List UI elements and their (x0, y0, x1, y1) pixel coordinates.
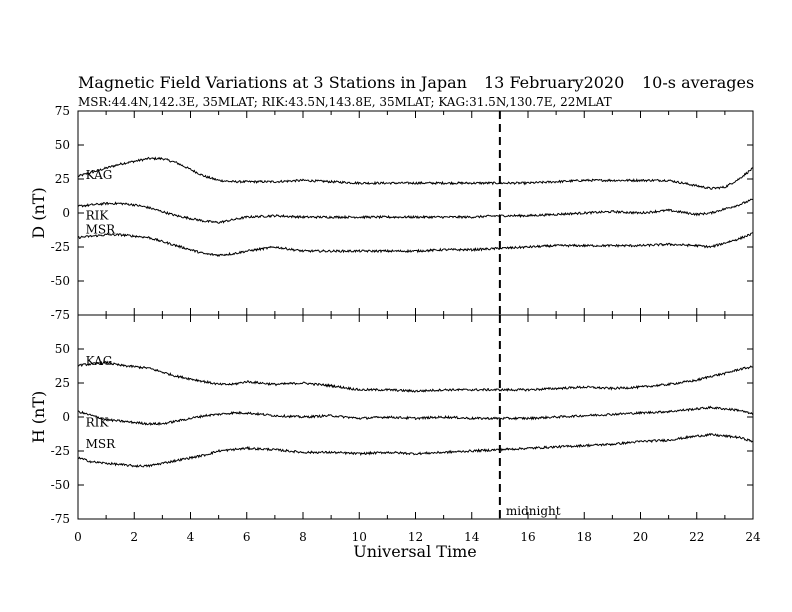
x-tick-label: 16 (520, 530, 535, 544)
x-tick-label: 14 (464, 530, 480, 544)
x-tick-label: 20 (633, 530, 648, 544)
h-y-tick-label: -25 (51, 444, 70, 458)
h-series-labels: KAG RIK MSR (86, 354, 117, 451)
station-coordinates: MSR:44.4N,142.3E, 35MLAT; RIK:43.5N,143.… (78, 95, 612, 109)
d-series-label-kag: KAG (86, 168, 113, 182)
h-y-axis: 50 25 0 -25 -50 -75 (51, 315, 754, 526)
x-tick-label: 6 (243, 530, 251, 544)
d-panel-frame (77, 110, 754, 316)
d-y-tick-label: -50 (51, 274, 70, 288)
h-axis-label: H (nT) (29, 391, 48, 444)
d-y-tick-label: 0 (62, 206, 70, 220)
d-y-axis: 75 50 25 0 -25 -50 -75 (51, 104, 754, 322)
x-tick-label: 8 (299, 530, 307, 544)
d-series-label-rik: RIK (86, 209, 110, 223)
h-y-tick-label: 25 (55, 376, 70, 390)
figure-averaging: 10-s averages (642, 73, 754, 92)
x-tick-label: 24 (745, 530, 761, 544)
d-series-kag (77, 156, 754, 190)
d-series-group (77, 156, 754, 258)
x-tick-label: 10 (352, 530, 367, 544)
d-axis-label: D (nT) (29, 187, 48, 238)
midnight-label: midnight (506, 504, 561, 518)
d-series-msr (78, 231, 754, 258)
x-tick-label: 12 (408, 530, 423, 544)
d-series-label-msr: MSR (86, 222, 117, 236)
figure-date: 13 February2020 (484, 73, 624, 92)
d-y-tick-label: -25 (51, 240, 70, 254)
x-axis-label: Universal Time (353, 542, 476, 561)
h-component-panel: 50 25 0 -25 -50 -75 KAG RIK MSR midnight H (nT) (29, 314, 754, 526)
d-series-rik (77, 198, 754, 224)
h-series-rik (77, 405, 754, 426)
d-y-tick-label: -75 (51, 308, 70, 322)
x-tick-label: 18 (577, 530, 592, 544)
x-axis: 0 2 4 6 8 10 12 14 16 18 20 22 24 (74, 530, 761, 544)
h-y-tick-label: -75 (51, 512, 70, 526)
figure-title: Magnetic Field Variations at 3 Stations … (78, 73, 467, 92)
h-series-group (77, 360, 754, 468)
h-y-tick-label: -50 (51, 478, 70, 492)
h-series-label-msr: MSR (86, 437, 117, 451)
h-series-label-rik: RIK (86, 415, 110, 429)
h-series-label-kag: KAG (86, 354, 113, 368)
x-tick-label: 22 (689, 530, 704, 544)
h-panel-frame (77, 314, 754, 520)
h-series-msr (77, 432, 754, 468)
d-y-tick-label: 50 (55, 138, 70, 152)
h-y-tick-label: 50 (55, 342, 70, 356)
d-y-tick-label: 75 (55, 104, 70, 118)
x-tick-label: 4 (187, 530, 195, 544)
d-y-tick-label: 25 (55, 172, 70, 186)
x-tick-label: 0 (74, 530, 82, 544)
x-tick-label: 2 (130, 530, 138, 544)
h-y-tick-label: 0 (62, 410, 70, 424)
h-series-kag (77, 360, 754, 393)
